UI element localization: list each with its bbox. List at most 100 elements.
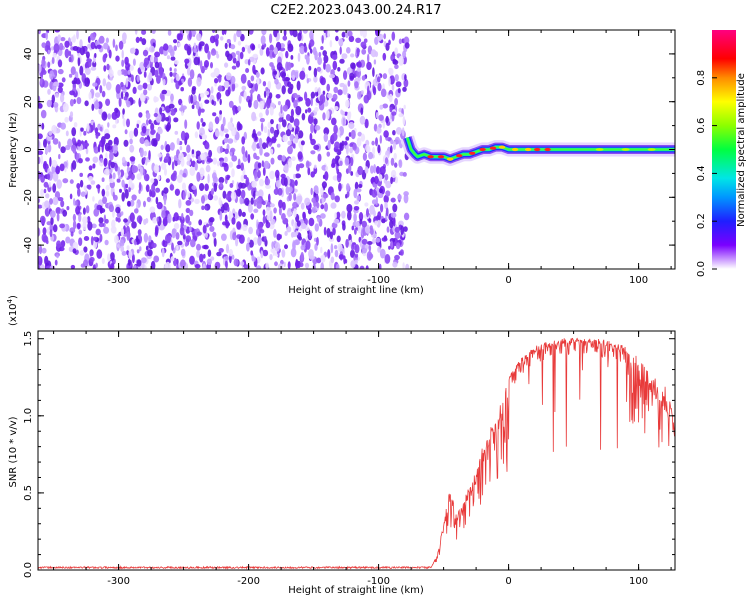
- noise-blob: [290, 232, 294, 238]
- ridge-peak: [489, 146, 497, 150]
- noise-blob: [49, 210, 56, 219]
- noise-blob: [204, 43, 210, 54]
- noise-blob: [213, 237, 217, 247]
- noise-blob: [171, 161, 175, 171]
- noise-blob: [164, 117, 170, 122]
- noise-blob: [245, 68, 250, 73]
- noise-blob: [341, 53, 348, 60]
- noise-blob: [332, 54, 338, 61]
- noise-blob: [165, 178, 170, 183]
- noise-blob: [136, 249, 140, 254]
- noise-blob: [60, 240, 66, 248]
- noise-blob: [204, 60, 209, 68]
- noise-blob: [353, 206, 360, 211]
- noise-blob: [145, 184, 150, 193]
- noise-blob: [276, 62, 283, 72]
- ridge-peak: [544, 147, 551, 152]
- noise-blob: [240, 162, 244, 171]
- noise-blob: [179, 226, 185, 236]
- noise-blob: [336, 235, 341, 243]
- noise-blob: [294, 134, 299, 144]
- noise-blob: [275, 169, 280, 179]
- noise-blob: [163, 48, 168, 57]
- noise-blob: [293, 143, 296, 149]
- noise-blob: [159, 107, 163, 115]
- noise-blob: [127, 258, 131, 266]
- ridge-peak: [446, 157, 454, 161]
- noise-blob: [104, 239, 109, 246]
- noise-blob: [151, 138, 156, 147]
- noise-blob: [64, 40, 70, 48]
- noise-blob: [348, 121, 355, 130]
- noise-blob: [317, 87, 321, 95]
- noise-blob: [298, 236, 302, 241]
- noise-blob: [155, 131, 161, 142]
- noise-blob: [213, 182, 218, 192]
- noise-blob: [99, 126, 103, 132]
- noise-blob: [207, 193, 211, 200]
- noise-blob: [389, 219, 394, 229]
- noise-blob: [314, 107, 319, 112]
- noise-blob: [191, 86, 197, 92]
- noise-blob: [320, 213, 326, 219]
- noise-blob: [239, 196, 244, 205]
- noise-blob: [359, 265, 365, 269]
- noise-blob: [211, 99, 214, 105]
- noise-blob: [341, 110, 345, 116]
- noise-blob: [124, 56, 129, 66]
- noise-blob: [368, 151, 373, 160]
- noise-blob: [62, 178, 69, 184]
- noise-blob: [121, 179, 125, 188]
- noise-blob: [180, 216, 185, 224]
- noise-blob: [52, 224, 58, 233]
- noise-blob: [143, 150, 147, 157]
- noise-blob: [72, 213, 76, 222]
- noise-blob: [139, 246, 142, 252]
- noise-blob: [51, 124, 57, 135]
- noise-blob: [85, 205, 90, 214]
- noise-blob: [277, 154, 283, 161]
- noise-blob: [129, 156, 136, 162]
- colorbar-label: Normalized spectral amplitude: [736, 73, 747, 227]
- noise-blob: [241, 136, 246, 145]
- noise-blob: [128, 186, 131, 193]
- noise-blob: [90, 66, 97, 71]
- noise-blob: [215, 37, 219, 47]
- noise-blob: [110, 225, 117, 234]
- noise-blob: [96, 44, 102, 49]
- noise-blob: [160, 94, 165, 102]
- noise-blob: [231, 180, 235, 185]
- ridge-peak: [498, 145, 506, 149]
- noise-blob: [141, 125, 147, 134]
- noise-blob: [164, 168, 167, 176]
- noise-blob: [224, 42, 228, 50]
- noise-blob: [391, 75, 395, 83]
- noise-blob: [373, 86, 377, 96]
- noise-blob: [129, 47, 135, 54]
- noise-blob: [210, 61, 213, 69]
- noise-blob: [154, 69, 159, 78]
- noise-blob: [128, 130, 134, 139]
- noise-blob: [359, 115, 366, 125]
- noise-blob: [123, 139, 129, 147]
- noise-blob: [336, 172, 342, 183]
- noise-blob: [170, 256, 175, 262]
- noise-blob: [38, 204, 43, 209]
- noise-blob: [374, 51, 379, 58]
- noise-blob: [93, 208, 100, 217]
- noise-blob: [226, 39, 231, 44]
- noise-blob: [262, 167, 266, 176]
- noise-blob: [139, 36, 143, 42]
- noise-blob: [311, 206, 317, 214]
- noise-blob: [402, 86, 407, 92]
- noise-blob: [178, 80, 182, 86]
- noise-blob: [204, 99, 210, 104]
- noise-blob: [274, 78, 279, 85]
- noise-blob: [198, 43, 202, 51]
- noise-blob: [240, 73, 247, 84]
- noise-blob: [386, 226, 390, 233]
- noise-blob: [202, 121, 206, 127]
- noise-blob: [404, 42, 410, 49]
- noise-blob: [78, 213, 82, 223]
- noise-blob: [165, 144, 171, 153]
